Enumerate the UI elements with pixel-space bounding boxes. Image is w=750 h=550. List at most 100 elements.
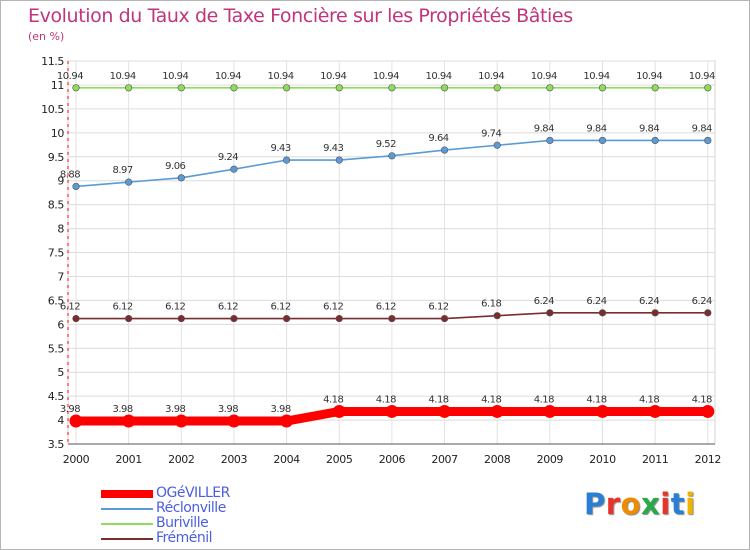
y-tick-label: 5	[57, 366, 64, 379]
data-point	[546, 136, 554, 145]
data-point	[493, 141, 501, 149]
data-point	[69, 414, 83, 428]
y-tick-label: 10	[51, 127, 65, 140]
data-point	[704, 84, 712, 92]
logo-letter: i	[685, 487, 696, 521]
data-point	[385, 404, 399, 418]
data-label: 6.12	[165, 302, 185, 313]
data-label: 10.94	[268, 71, 294, 82]
data-point	[598, 84, 607, 92]
data-point	[177, 84, 185, 92]
data-point	[704, 136, 712, 145]
proxiti-logo: Proxiti	[584, 487, 696, 521]
data-point	[122, 414, 136, 428]
logo-letter: i	[660, 487, 671, 521]
data-label: 6.24	[639, 296, 659, 307]
data-label: 4.18	[376, 394, 396, 405]
data-label: 4.18	[323, 394, 343, 405]
logo-letter: t	[670, 487, 686, 521]
data-point	[332, 404, 346, 418]
data-label: 6.18	[481, 299, 501, 310]
data-point	[177, 314, 185, 323]
data-point	[388, 152, 396, 160]
data-label: 6.12	[323, 302, 343, 313]
data-point	[546, 309, 554, 317]
data-label: 4.18	[639, 394, 659, 405]
data-point	[227, 414, 241, 428]
data-label: 6.12	[428, 302, 448, 313]
chart-subtitle: (en %)	[28, 30, 65, 43]
data-label: 10.94	[162, 71, 188, 82]
data-point	[440, 146, 449, 154]
data-label: 9.52	[376, 139, 396, 150]
data-label: 9.43	[270, 143, 290, 154]
y-tick-label: 6	[57, 318, 64, 331]
data-label: 6.24	[534, 296, 554, 307]
data-label: 10.94	[425, 71, 451, 82]
y-tick-label: 11	[51, 79, 64, 92]
data-point	[283, 84, 291, 92]
data-point	[651, 136, 659, 145]
data-point	[230, 165, 238, 173]
data-label: 6.12	[270, 302, 290, 313]
data-point	[72, 84, 80, 92]
x-tick-label: 2002	[168, 453, 194, 466]
data-label: 9.06	[165, 161, 185, 172]
data-point	[72, 314, 80, 323]
legend-swatch-ogeviller	[101, 490, 153, 498]
data-point	[125, 314, 133, 323]
data-label: 10.94	[110, 71, 136, 82]
x-tick-label: 2005	[326, 453, 353, 466]
data-point	[335, 156, 343, 164]
y-tick-label: 10.5	[41, 103, 64, 116]
data-label: 10.94	[478, 71, 504, 82]
data-point	[125, 178, 133, 186]
data-label: 4.18	[428, 394, 448, 405]
data-point	[598, 136, 607, 145]
x-tick-label: 2003	[221, 453, 248, 466]
data-label: 9.64	[428, 133, 448, 144]
y-tick-label: 11.5	[41, 55, 64, 68]
data-point	[335, 314, 343, 323]
data-point	[596, 404, 609, 418]
logo-letter: o	[620, 487, 642, 521]
data-label-layer: 10.94 10.94 10.94 10.94 10.94 10.94 10.94 10.94…	[57, 71, 716, 415]
y-tick-label: 8.5	[48, 199, 65, 212]
legend-label-fremenil: Fréménil	[156, 530, 213, 546]
data-label: 10.94	[583, 71, 609, 82]
data-label: 3.98	[165, 404, 185, 415]
data-point	[438, 404, 452, 418]
data-label: 6.12	[113, 302, 133, 313]
data-point	[335, 84, 343, 92]
series-layer	[69, 84, 715, 428]
legend-swatch-buriville	[101, 523, 153, 525]
data-point	[598, 309, 607, 317]
y-tick-label: 9	[57, 175, 64, 188]
data-label: 10.94	[320, 71, 346, 82]
data-point	[388, 84, 396, 92]
data-label: 3.98	[270, 404, 290, 415]
data-label: 10.94	[373, 71, 399, 82]
axis-layer: 3.5 4 4.5 5 5.5 6 6.5 7 7.5 8 8.5 9 9.5 10 10.5 11 11.5 2…	[41, 55, 721, 466]
data-label: 10.94	[531, 71, 557, 82]
data-label: 10.94	[636, 71, 662, 82]
data-point	[648, 404, 662, 418]
data-label: 3.98	[113, 404, 133, 415]
data-label: 3.98	[60, 404, 80, 415]
data-label: 4.18	[534, 394, 554, 405]
data-label: 4.18	[692, 394, 712, 405]
data-point	[543, 404, 557, 418]
data-point	[493, 312, 501, 320]
x-tick-label: 2009	[537, 453, 564, 466]
data-point	[125, 84, 133, 92]
data-point	[546, 84, 554, 92]
data-label: 8.97	[113, 165, 133, 176]
data-label: 6.24	[692, 296, 712, 307]
x-tick-label: 2010	[589, 453, 616, 466]
x-tick-label: 2012	[695, 453, 721, 466]
legend-label-reclonville: Réclonville	[156, 500, 226, 516]
legend-swatch-fremenil	[101, 538, 153, 540]
y-tick-label: 9.5	[48, 151, 65, 164]
x-tick-label: 2004	[273, 453, 300, 466]
